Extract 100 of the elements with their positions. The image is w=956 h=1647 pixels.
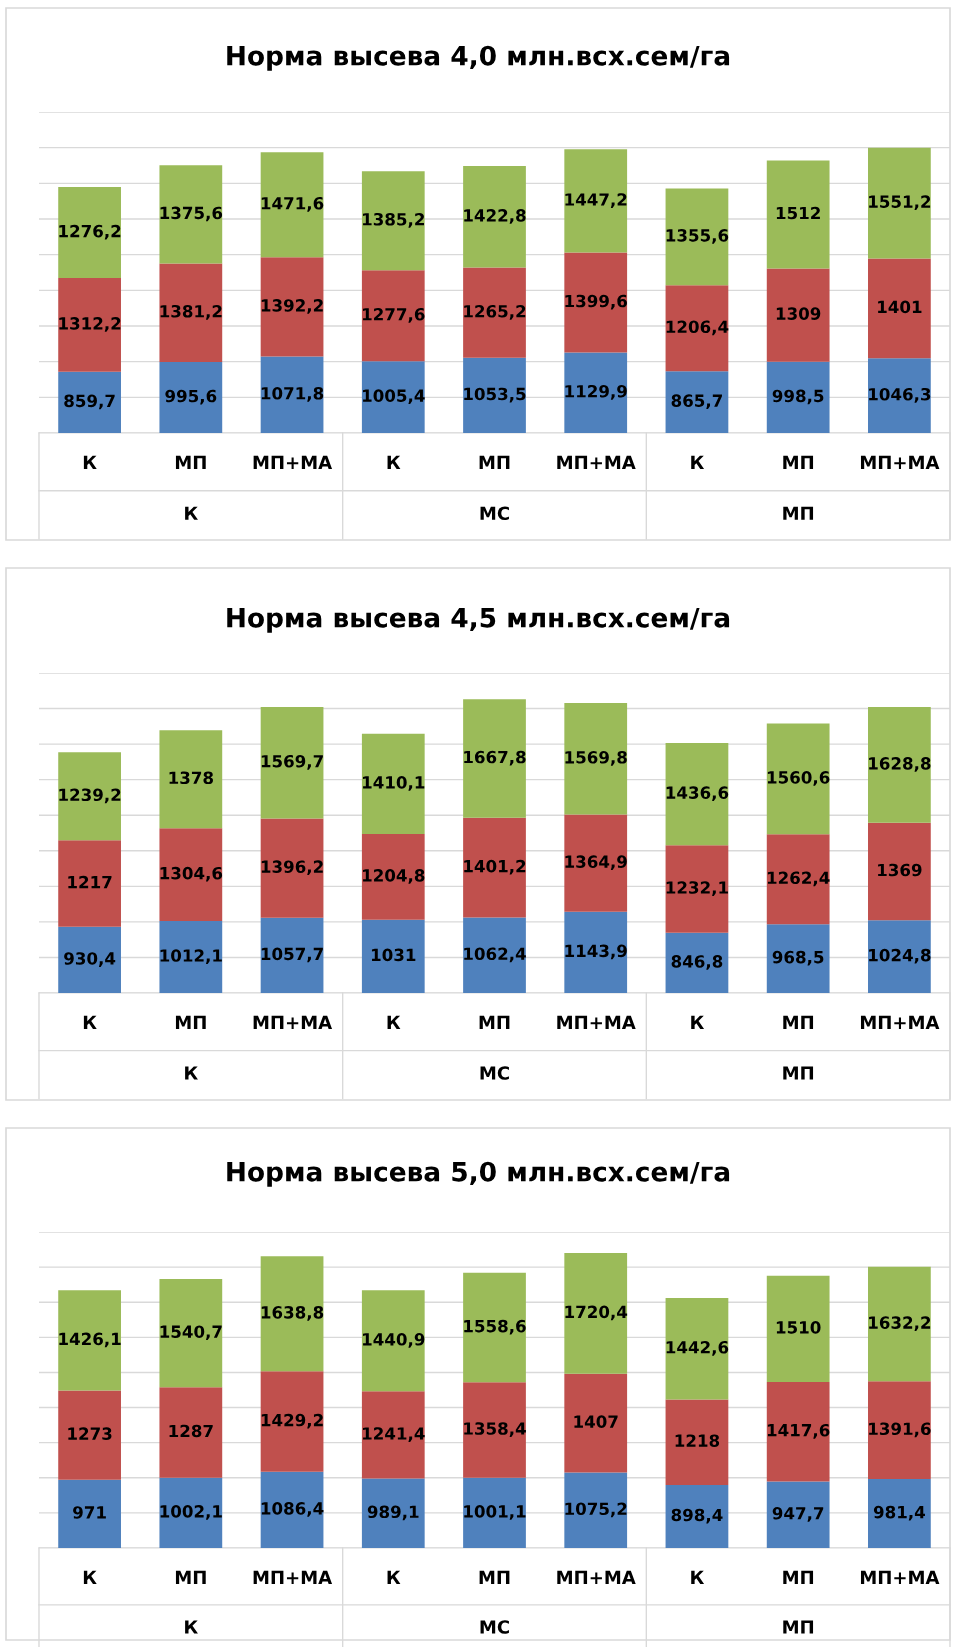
data-label: 1276,2	[59, 224, 121, 240]
x-tick-label: МП+МА	[253, 1570, 333, 1584]
x-tick-label: МП	[783, 1570, 814, 1584]
x-tick-label: К	[83, 1015, 97, 1029]
x-tick-label: К	[691, 1015, 705, 1029]
data-label: 1628,8	[869, 757, 931, 772]
bar	[58, 187, 121, 279]
data-label: 1385,2	[363, 212, 424, 228]
x-tick-label: МП+МА	[253, 1015, 333, 1029]
data-label: 1075,2	[565, 1502, 627, 1518]
bar	[159, 1477, 223, 1548]
data-label: 1024,8	[869, 948, 931, 964]
bar	[361, 361, 425, 433]
bar	[361, 171, 425, 271]
data-label: 995,6	[165, 389, 217, 405]
data-label: 1031	[371, 948, 416, 962]
data-label: 1720,4	[565, 1305, 628, 1321]
data-label: 1447,2	[565, 193, 627, 208]
data-label: 1638,8	[261, 1306, 324, 1321]
data-label: 1309	[776, 307, 821, 320]
bar	[766, 924, 830, 993]
bar	[868, 358, 931, 433]
bar	[58, 752, 121, 841]
data-label: 1001,1	[464, 1505, 526, 1520]
data-label: 1364,9	[565, 855, 627, 871]
data-label: 1304,6	[160, 866, 223, 882]
bar	[868, 1266, 931, 1382]
bar	[58, 1479, 121, 1548]
bar	[665, 371, 729, 433]
text: МП	[783, 506, 814, 520]
data-label: 968,5	[772, 950, 824, 966]
data-label: 1057,7	[261, 947, 323, 963]
bar	[260, 152, 324, 258]
data-label: 1512	[776, 206, 820, 220]
data-label: 1560,6	[767, 771, 830, 786]
text: МП	[783, 1620, 814, 1634]
x-tick-label: К	[387, 1015, 401, 1029]
bar	[159, 165, 223, 264]
data-label: 1241,4	[363, 1427, 425, 1442]
x-tick-label: К	[83, 455, 97, 469]
data-label: 1046,3	[869, 387, 931, 403]
data-label: 1002,1	[160, 1505, 222, 1520]
data-label: 1510	[776, 1321, 821, 1334]
data-label: 1204,8	[363, 869, 425, 884]
data-label: 1206,4	[666, 320, 729, 336]
bar	[868, 258, 931, 359]
data-label: 1442,6	[666, 1340, 729, 1356]
bar	[665, 1399, 729, 1485]
data-label: 1277,6	[363, 307, 425, 323]
data-label: 1410,1	[363, 776, 425, 791]
bar	[564, 149, 628, 253]
text: К	[185, 1066, 198, 1080]
data-label: 1440,9	[363, 1333, 425, 1348]
data-label: 1012,1	[160, 949, 222, 964]
data-label: 1005,4	[363, 389, 425, 405]
bar	[361, 733, 425, 835]
data-label: 1375,6	[160, 206, 223, 222]
bar	[260, 1371, 324, 1472]
data-label: 1369	[878, 863, 922, 877]
data-label: 898,4	[671, 1508, 723, 1524]
data-label: 1086,4	[261, 1502, 324, 1517]
data-label: 1312,2	[59, 317, 121, 332]
bar	[564, 352, 628, 433]
data-label: 1569,7	[261, 754, 323, 770]
data-label: 1632,2	[869, 1316, 931, 1332]
bar	[463, 1477, 526, 1548]
bar	[766, 723, 830, 835]
bar	[766, 834, 830, 925]
data-label: 1436,6	[666, 786, 729, 802]
data-label: 998,5	[772, 389, 824, 405]
data-label: 1217	[68, 875, 112, 889]
bar	[463, 917, 526, 993]
bar	[58, 1290, 121, 1391]
bar	[564, 1373, 628, 1473]
x-tick-label: МП	[479, 455, 510, 469]
text: К	[185, 506, 198, 520]
data-label: 1218	[675, 1434, 720, 1447]
bar	[766, 1275, 830, 1382]
x-tick-label: МП+МА	[860, 1015, 940, 1029]
data-label: 1378	[169, 771, 213, 785]
x-tick-label: МП	[783, 1015, 814, 1029]
chart-title: Норма высева 4,0 млн.всх.сем/га	[227, 45, 730, 71]
text: МС	[480, 1066, 509, 1080]
data-label: 1540,7	[160, 1325, 222, 1341]
data-label: 1426,1	[59, 1332, 121, 1348]
data-label: 1422,8	[464, 209, 526, 224]
bar	[564, 1472, 628, 1548]
data-label: 1232,1	[666, 881, 728, 896]
x-tick-label: МП+МА	[860, 1570, 940, 1584]
x-tick-label: МП+МА	[557, 1015, 636, 1029]
data-label: 1273	[68, 1427, 112, 1440]
data-label: 1053,5	[464, 387, 526, 403]
x-tick-label: МП	[175, 455, 206, 469]
bar	[665, 1298, 729, 1400]
data-label: 1239,2	[59, 788, 121, 804]
bar	[361, 1391, 425, 1479]
chart-title: Норма высева 5,0 млн.всх.сем/га	[227, 1161, 730, 1187]
x-tick-label: МП+МА	[253, 455, 333, 469]
data-label: 1396,2	[261, 860, 323, 876]
bar	[665, 1484, 729, 1548]
